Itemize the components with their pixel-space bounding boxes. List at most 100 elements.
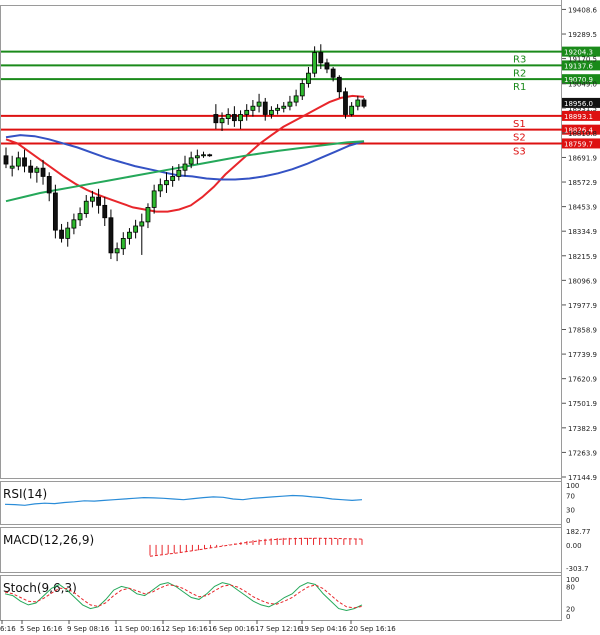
time-tick-label: 17 Sep 12:16 bbox=[255, 625, 302, 633]
candle-body bbox=[219, 118, 225, 124]
candle-body bbox=[170, 176, 176, 181]
indicator-tick-label: -303.7 bbox=[566, 565, 589, 573]
level-price-label-r1: 19070.9 bbox=[564, 76, 593, 84]
candle-body bbox=[293, 95, 299, 103]
candle-body bbox=[15, 157, 21, 167]
candle-body bbox=[231, 114, 237, 122]
indicator-panel-frame bbox=[0, 575, 562, 621]
time-tick-label: 12 Sep 16:16 bbox=[161, 625, 208, 633]
indicator-title: RSI(14) bbox=[3, 487, 47, 501]
level-price-tag-r2 bbox=[562, 60, 600, 71]
candle-body bbox=[244, 109, 250, 115]
price-tick-label: 17620.9 bbox=[568, 376, 597, 384]
candle-body bbox=[71, 219, 77, 229]
candle-body bbox=[157, 184, 163, 192]
indicator-tick-label: 100 bbox=[566, 482, 579, 490]
candle-body bbox=[52, 192, 58, 231]
price-tick-label: 18691.9 bbox=[568, 154, 597, 162]
price-tick-label: 19408.6 bbox=[568, 6, 597, 14]
time-axis: 6:16 5 Sep 16:16 9 Sep 08:16 11 Sep 00:16 12… bbox=[0, 620, 396, 633]
candle-body bbox=[139, 221, 145, 227]
level-price-tag-r3 bbox=[562, 46, 600, 57]
price-tick-label: 17501.9 bbox=[568, 400, 597, 408]
indicator-tick-label: 0 bbox=[566, 613, 570, 621]
level-price-tag-r1 bbox=[562, 74, 600, 85]
candle-body bbox=[324, 62, 330, 70]
indicator-panel-frame bbox=[0, 527, 562, 573]
price-tick-label: 19049.0 bbox=[568, 81, 597, 89]
time-tick-label: 9 Sep 08:16 bbox=[67, 625, 110, 633]
candle-body bbox=[361, 99, 367, 107]
candle-body bbox=[102, 204, 108, 219]
price-tick-label: 19170.5 bbox=[568, 56, 597, 64]
candle-body bbox=[108, 217, 114, 254]
candle-body bbox=[287, 101, 293, 107]
indicator-tick-label: 0 bbox=[566, 517, 570, 525]
price-tick-label: 18572.9 bbox=[568, 179, 597, 187]
candle-body bbox=[133, 225, 139, 233]
price-tick-label: 18096.9 bbox=[568, 277, 597, 285]
level-name-r1: R1 bbox=[513, 82, 526, 93]
time-tick-label: 6:16 bbox=[0, 625, 16, 633]
indicator-panel-frame bbox=[0, 481, 562, 525]
candle-body bbox=[65, 227, 71, 239]
price-tick-label: 18453.9 bbox=[568, 204, 597, 212]
time-tick-label: 11 Sep 00:16 bbox=[114, 625, 161, 633]
candle-body bbox=[269, 109, 274, 115]
candle-body bbox=[312, 52, 318, 74]
candle-body bbox=[262, 101, 268, 115]
price-tick-label: 17977.9 bbox=[568, 302, 597, 310]
price-tick-label: 17739.9 bbox=[568, 351, 597, 359]
candle-body bbox=[207, 154, 213, 157]
indicator-tick-label: 182.77 bbox=[566, 528, 591, 536]
price-tick-label: 18810.8 bbox=[568, 130, 597, 138]
price-tick-label: 17382.9 bbox=[568, 425, 597, 433]
candle-body bbox=[188, 157, 194, 165]
candle-body bbox=[336, 76, 342, 93]
candle-body bbox=[114, 248, 120, 254]
candle-body bbox=[77, 213, 83, 221]
candle-body bbox=[256, 101, 262, 107]
moving-average-line-1 bbox=[5, 94, 365, 213]
candle-body bbox=[275, 107, 280, 111]
level-price-tag-s2 bbox=[562, 124, 600, 135]
candle-body bbox=[120, 238, 126, 250]
price-tick-label: 18931.5 bbox=[568, 105, 597, 113]
candle-body bbox=[83, 200, 89, 215]
candle-body bbox=[40, 167, 46, 177]
candle-body bbox=[96, 196, 101, 206]
indicator-panels: 100 70 30 0 RSI(14) 182.77 0.00 -303.7 MACD(12,2… bbox=[0, 481, 591, 621]
candle-body bbox=[182, 163, 188, 171]
candle-body bbox=[28, 165, 34, 173]
candle-body bbox=[59, 229, 64, 239]
candle-body bbox=[164, 180, 169, 186]
candle-body bbox=[176, 169, 182, 177]
candlesticks bbox=[3, 44, 367, 262]
candle-body bbox=[90, 196, 95, 202]
indicator-tick-label: 80 bbox=[566, 583, 575, 591]
level-price-tag-s3 bbox=[562, 138, 600, 149]
level-name-r3: R3 bbox=[513, 55, 526, 66]
rsi-line bbox=[4, 494, 363, 506]
candle-body bbox=[355, 99, 361, 107]
indicator-tick-label: 70 bbox=[566, 493, 575, 501]
candle-body bbox=[194, 155, 200, 159]
candle-body bbox=[201, 154, 206, 157]
time-tick-label: 5 Sep 16:16 bbox=[20, 625, 63, 633]
main-panel-frame bbox=[0, 5, 562, 479]
current-price-label: 18956.0 bbox=[564, 100, 593, 108]
level-name-s1: S1 bbox=[513, 119, 526, 130]
candle-body bbox=[281, 105, 287, 109]
candle-body bbox=[349, 105, 355, 115]
candle-body bbox=[9, 165, 15, 169]
candle-body bbox=[250, 105, 256, 111]
level-price-tag-s1 bbox=[562, 110, 600, 121]
indicator-tick-label: 30 bbox=[566, 507, 575, 515]
level-price-label-s3: 18759.7 bbox=[564, 140, 593, 148]
candle-body bbox=[318, 52, 324, 64]
candle-body bbox=[213, 114, 219, 124]
price-tick-label: 17263.9 bbox=[568, 449, 597, 457]
stoch-d-line bbox=[4, 584, 363, 609]
candle-body bbox=[151, 190, 157, 208]
